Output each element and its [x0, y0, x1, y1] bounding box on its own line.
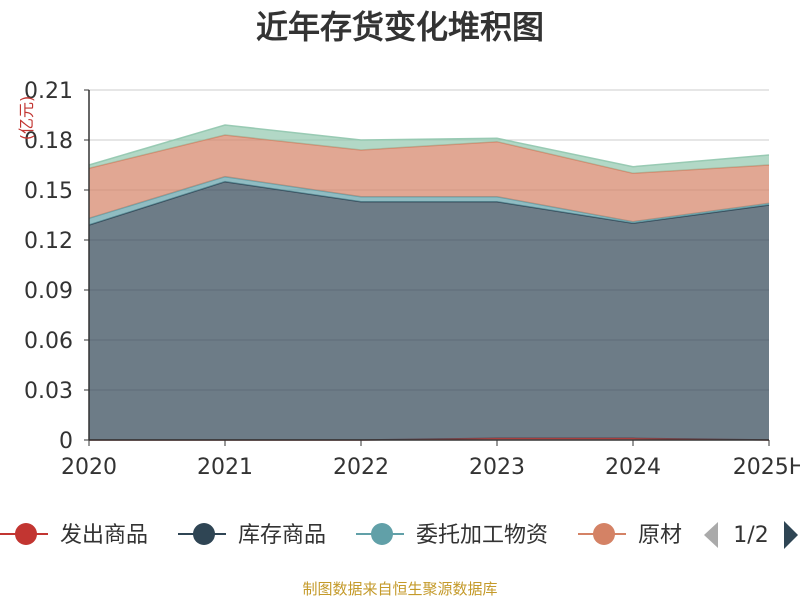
x-tick-label: 2021	[197, 455, 253, 480]
y-tick-label: 0.18	[24, 129, 73, 154]
x-tick-label: 2022	[333, 455, 389, 480]
legend-label: 库存商品	[238, 523, 326, 548]
legend-item: 库存商品	[178, 523, 326, 548]
area-series-2	[89, 176, 769, 225]
chart-title: 近年存货变化堆积图	[255, 8, 544, 46]
legend-page-indicator: 1/2	[733, 523, 768, 548]
legend-item: 原材	[578, 523, 682, 548]
y-tick-label: 0.09	[24, 279, 73, 304]
legend-marker	[193, 523, 215, 545]
legend-marker	[371, 523, 393, 545]
stacked-area-chart: 0 0.03 0.06 0.09 0.12 0.15 0.18 0.21 2020 2021 202…	[0, 79, 800, 549]
legend-marker	[593, 523, 615, 545]
x-tick-label: 2025H	[733, 455, 800, 480]
area-series-3	[89, 135, 769, 222]
legend-label: 委托加工物资	[416, 523, 548, 548]
area-series	[88, 124, 770, 441]
y-tick-label: 0.03	[24, 379, 73, 404]
y-tick-label: 0.06	[24, 329, 73, 354]
x-tick-label: 2020	[61, 455, 117, 480]
x-tick-label: 2024	[605, 455, 661, 480]
legend-prev-arrow-icon[interactable]	[704, 522, 718, 548]
y-axis-unit-label: (亿元)	[17, 96, 36, 141]
area-series-4	[89, 125, 769, 174]
y-tick-label: 0	[59, 429, 73, 454]
legend-label: 发出商品	[60, 523, 148, 548]
legend-item: 发出商品	[0, 523, 148, 548]
legend-next-arrow-icon[interactable]	[784, 521, 798, 549]
series-line-4	[88, 124, 770, 168]
series-line-3	[88, 134, 770, 175]
source-note: 制图数据来自恒生聚源数据库	[302, 580, 498, 598]
y-tick-label: 0.21	[24, 79, 73, 104]
y-tick-label: 0.15	[24, 179, 73, 204]
y-tick-label: 0.12	[24, 229, 73, 254]
axes: 0 0.03 0.06 0.09 0.12 0.15 0.18 0.21 2020 2021 202…	[24, 79, 800, 480]
legend: 发出商品 库存商品 委托加工物资 原材 1/2	[0, 521, 798, 549]
legend-marker	[15, 523, 37, 545]
legend-item: 委托加工物资	[356, 523, 548, 548]
x-tick-label: 2023	[469, 455, 525, 480]
legend-label: 原材	[638, 523, 682, 548]
area-series-1	[89, 181, 769, 440]
